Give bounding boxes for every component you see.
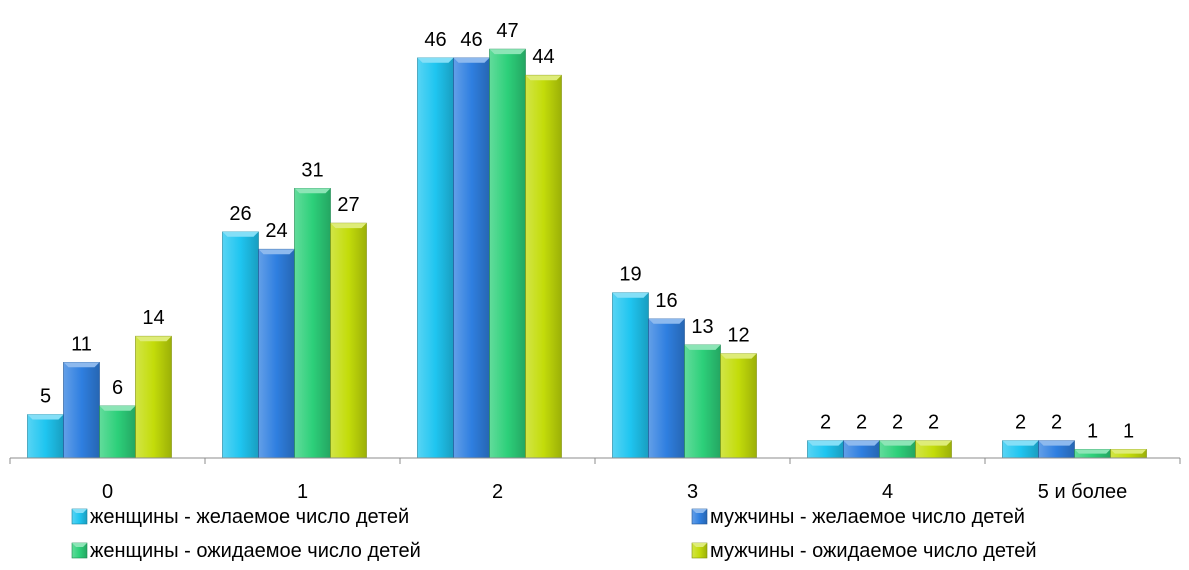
x-tick-label: 1 — [297, 481, 308, 503]
data-label: 13 — [691, 316, 713, 338]
data-label: 46 — [424, 29, 446, 51]
data-label: 14 — [142, 307, 164, 329]
bar — [222, 231, 259, 459]
bar — [99, 405, 136, 459]
bar — [807, 440, 844, 459]
data-label: 2 — [1015, 412, 1026, 434]
x-tick-label: 3 — [687, 481, 698, 503]
data-label: 47 — [496, 20, 518, 42]
data-label: 2 — [856, 412, 867, 434]
bar — [1110, 448, 1147, 459]
data-label: 2 — [820, 412, 831, 434]
bar — [879, 440, 916, 459]
data-label: 2 — [1051, 412, 1062, 434]
bar — [27, 414, 64, 459]
data-label: 5 — [40, 386, 51, 408]
bar — [417, 57, 454, 459]
data-label: 1 — [1087, 420, 1098, 442]
data-label: 2 — [928, 412, 939, 434]
bar — [453, 57, 490, 459]
data-label: 2 — [892, 412, 903, 434]
data-label: 12 — [727, 325, 749, 347]
data-label: 16 — [655, 290, 677, 312]
x-tick-label: 2 — [492, 481, 503, 503]
bar — [330, 222, 367, 459]
bar — [1074, 448, 1111, 459]
bar — [720, 353, 757, 459]
bar — [612, 292, 649, 459]
bar — [258, 248, 295, 459]
legend: женщины - желаемое число детей мужчины - … — [71, 506, 1037, 562]
data-label: 19 — [619, 264, 641, 286]
legend-item: женщины - ожидаемое число детей — [71, 540, 421, 562]
data-label: 26 — [229, 203, 251, 225]
data-label: 24 — [265, 220, 287, 242]
legend-item: мужчины - ожидаемое число детей — [691, 540, 1037, 562]
data-label: 31 — [301, 159, 323, 181]
bar — [1038, 440, 1075, 459]
data-label: 11 — [71, 333, 92, 355]
x-tick-label: 4 — [882, 481, 893, 503]
legend-item: мужчины - желаемое число детей — [691, 506, 1025, 528]
bar — [684, 344, 721, 459]
data-label: 1 — [1123, 420, 1134, 442]
x-axis: 0 1 2 3 4 5 и более — [9, 457, 1181, 503]
bar — [525, 74, 562, 459]
data-label: 6 — [112, 377, 123, 399]
bar — [1002, 440, 1039, 459]
bar — [915, 440, 952, 459]
bar — [648, 318, 685, 459]
x-tick-label: 0 — [102, 481, 113, 503]
data-label: 44 — [532, 46, 554, 68]
bar — [843, 440, 880, 459]
legend-label: мужчины - желаемое число детей — [710, 506, 1025, 528]
legend-item: женщины - желаемое число детей — [71, 506, 409, 528]
x-tick-label: 5 и более — [1038, 481, 1127, 503]
legend-label: мужчины - ожидаемое число детей — [710, 540, 1037, 562]
bar — [135, 335, 172, 459]
data-label: 27 — [337, 194, 359, 216]
bar — [489, 48, 526, 459]
bar — [294, 188, 331, 459]
legend-label: женщины - желаемое число детей — [90, 506, 409, 528]
data-label: 46 — [460, 29, 482, 51]
bars-layer — [27, 48, 1147, 459]
bar — [63, 361, 100, 459]
legend-label: женщины - ожидаемое число детей — [90, 540, 421, 562]
